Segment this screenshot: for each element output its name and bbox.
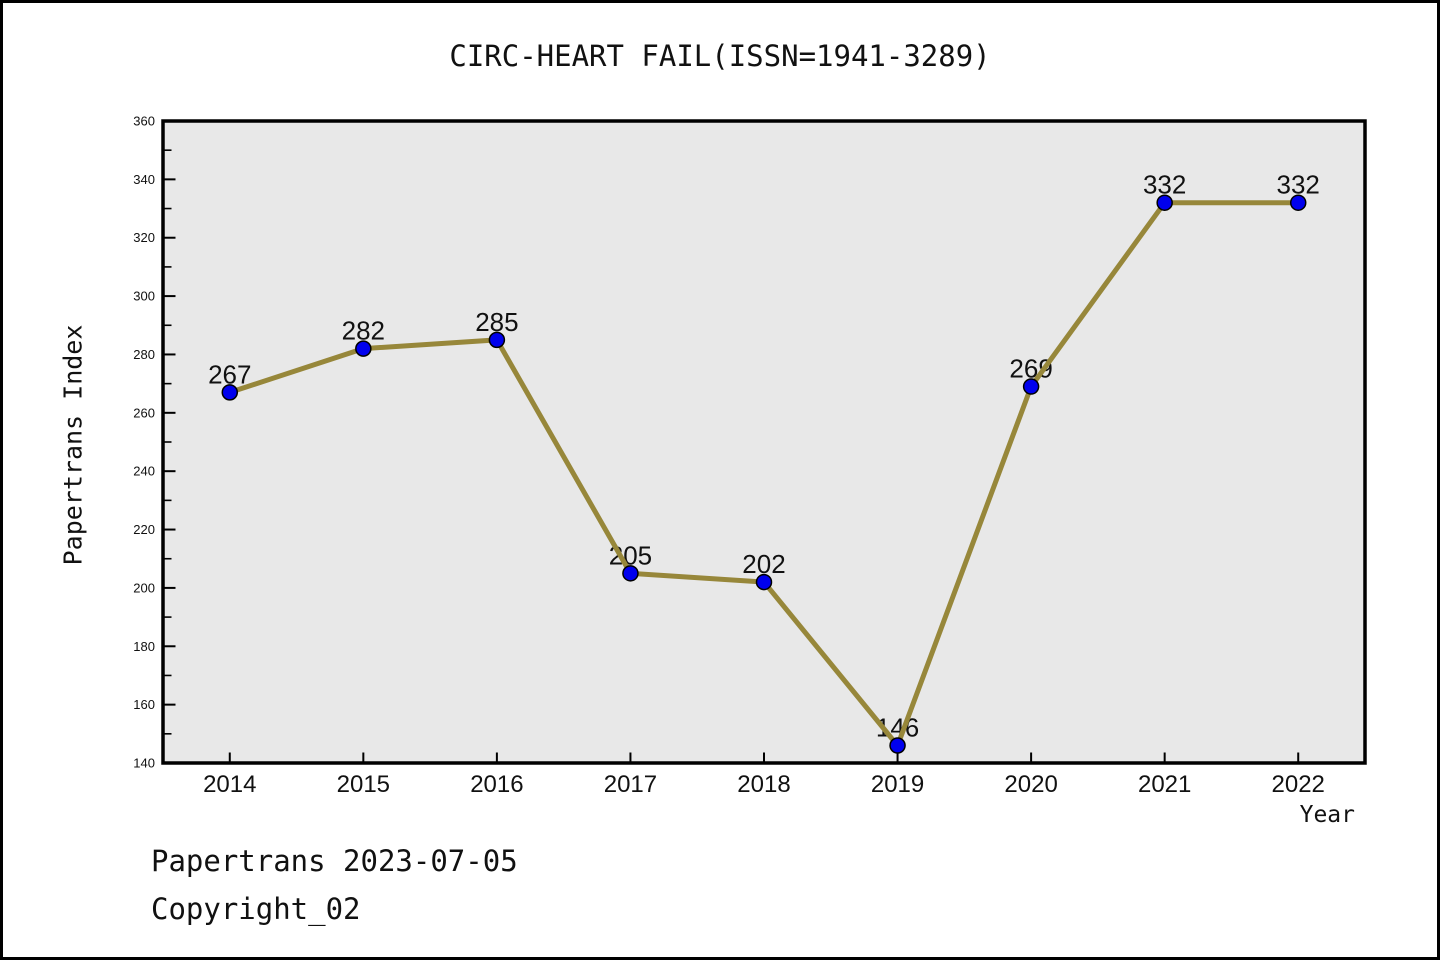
data-point	[622, 565, 639, 582]
y-tick-label: 220	[133, 522, 155, 537]
chart-canvas: 140 160 180 200 220 240 260 280 300 320 340 360 2014…	[133, 114, 1367, 798]
x-tick-label: 2016	[470, 771, 523, 798]
footer-copyright: Copyright_02	[151, 892, 361, 926]
data-point	[488, 331, 506, 349]
x-tick-label: 2019	[871, 771, 924, 798]
x-tick-label: 2021	[1138, 771, 1191, 798]
data-point	[755, 573, 773, 591]
y-tick-label: 200	[133, 580, 155, 595]
x-tick-label: 2014	[203, 771, 256, 798]
x-tick-label: 2020	[1004, 771, 1057, 798]
y-tick-label: 180	[133, 639, 155, 654]
x-tick-label: 2015	[337, 771, 390, 798]
chart-title: CIRC-HEART FAIL(ISSN=1941-3289)	[449, 39, 991, 73]
y-tick-label: 320	[133, 230, 155, 245]
data-point	[1289, 194, 1307, 211]
y-tick-label: 360	[133, 114, 155, 129]
x-tick-label: 2018	[737, 771, 790, 798]
data-point	[221, 384, 239, 401]
data-point	[1156, 194, 1173, 211]
data-point	[889, 737, 906, 754]
plot-area	[161, 119, 1367, 765]
x-axis-label: Year	[1299, 802, 1355, 828]
x-tick-label: 2022	[1272, 771, 1325, 798]
y-tick-label: 300	[133, 289, 155, 304]
y-tick-label: 140	[133, 756, 155, 771]
y-tick-label: 240	[133, 464, 155, 479]
y-axis-label: Papertrans Index	[58, 324, 88, 566]
y-tick-label: 280	[133, 347, 155, 362]
y-tick-label: 260	[133, 405, 155, 420]
x-tick-label: 2017	[604, 771, 657, 798]
footer-source-date: Papertrans 2023-07-05	[151, 844, 518, 878]
data-point	[355, 340, 372, 357]
y-tick-label: 160	[133, 697, 155, 712]
y-tick-label: 340	[133, 172, 155, 187]
data-point	[1022, 378, 1040, 395]
